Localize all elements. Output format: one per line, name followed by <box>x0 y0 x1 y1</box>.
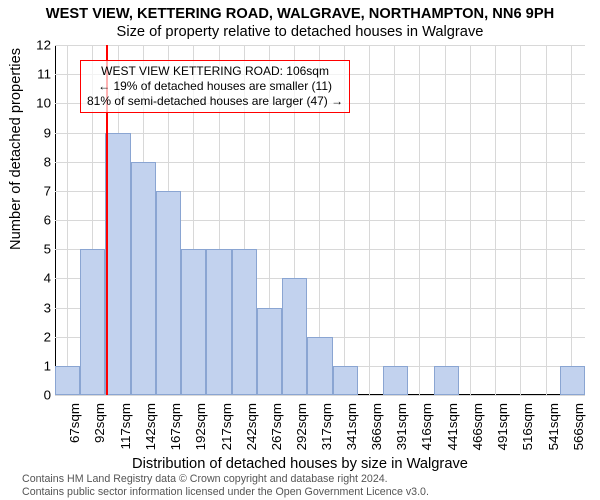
y-tick-label: 8 <box>44 154 51 169</box>
x-tick-label: 541sqm <box>546 403 561 450</box>
histogram-bar <box>257 308 282 396</box>
y-tick-label: 0 <box>44 388 51 403</box>
histogram-bar <box>282 278 307 395</box>
attribution-line-1: Contains HM Land Registry data © Crown c… <box>22 473 429 485</box>
x-tick-label: 117sqm <box>118 403 133 449</box>
y-tick-label: 12 <box>36 38 51 53</box>
info-box: WEST VIEW KETTERING ROAD: 106sqm ← 19% o… <box>80 60 350 113</box>
histogram-bar <box>434 366 459 395</box>
x-tick-label: 67sqm <box>67 403 82 443</box>
x-tick-label: 142sqm <box>143 403 158 450</box>
x-tick-label: 566sqm <box>571 403 586 450</box>
info-line-2: ← 19% of detached houses are smaller (11… <box>87 79 343 94</box>
gridline-v <box>495 45 496 395</box>
attribution: Contains HM Land Registry data © Crown c… <box>22 473 429 498</box>
x-tick-label: 466sqm <box>470 403 485 450</box>
x-tick-label: 416sqm <box>419 403 434 450</box>
gridline-v <box>520 45 521 395</box>
histogram-bar <box>307 337 332 395</box>
histogram-bar <box>156 191 181 395</box>
x-tick-label: 491sqm <box>495 403 510 450</box>
y-tick-label: 9 <box>44 125 51 140</box>
x-tick-label: 217sqm <box>219 403 234 450</box>
histogram-bar <box>333 366 358 395</box>
x-tick-label: 441sqm <box>445 403 460 450</box>
x-tick-label: 391sqm <box>394 403 409 450</box>
gridline-h <box>55 395 585 396</box>
histogram-bar <box>55 366 80 395</box>
chart-container: WEST VIEW, KETTERING ROAD, WALGRAVE, NOR… <box>0 0 600 500</box>
histogram-bar <box>383 366 408 395</box>
x-tick-label: 317sqm <box>319 403 334 450</box>
histogram-bar <box>80 249 105 395</box>
histogram-bar <box>131 162 156 395</box>
plot-area: WEST VIEW KETTERING ROAD: 106sqm ← 19% o… <box>55 45 585 395</box>
info-line-3: 81% of semi-detached houses are larger (… <box>87 94 343 109</box>
x-tick-label: 242sqm <box>244 403 259 450</box>
x-tick-label: 516sqm <box>520 403 535 450</box>
x-tick-label: 292sqm <box>294 403 309 450</box>
gridline-v <box>546 45 547 395</box>
y-tick-label: 3 <box>44 300 51 315</box>
histogram-bar <box>560 366 585 395</box>
y-tick-label: 11 <box>37 67 51 82</box>
y-tick-label: 5 <box>44 242 51 257</box>
histogram-bar <box>181 249 206 395</box>
gridline-v <box>369 45 370 395</box>
gridline-v <box>394 45 395 395</box>
gridline-v <box>419 45 420 395</box>
y-axis-label: Number of detached properties <box>8 48 24 250</box>
y-tick-label: 10 <box>36 96 51 111</box>
info-line-1: WEST VIEW KETTERING ROAD: 106sqm <box>87 64 343 79</box>
x-axis-label: Distribution of detached houses by size … <box>0 456 600 472</box>
y-tick-label: 6 <box>44 213 51 228</box>
x-tick-label: 267sqm <box>269 403 284 450</box>
x-tick-label: 341sqm <box>344 403 359 450</box>
gridline-v <box>445 45 446 395</box>
y-tick-label: 2 <box>44 329 51 344</box>
x-tick-label: 366sqm <box>369 403 384 450</box>
y-tick-label: 7 <box>44 183 51 198</box>
gridline-v <box>470 45 471 395</box>
gridline-v <box>67 45 68 395</box>
chart-title: WEST VIEW, KETTERING ROAD, WALGRAVE, NOR… <box>0 6 600 22</box>
y-tick-label: 1 <box>44 358 51 373</box>
x-tick-label: 92sqm <box>92 403 107 443</box>
x-tick-label: 192sqm <box>193 403 208 450</box>
chart-subtitle: Size of property relative to detached ho… <box>0 24 600 40</box>
histogram-bar <box>105 133 130 396</box>
histogram-bar <box>206 249 231 395</box>
histogram-bar <box>232 249 257 395</box>
y-tick-label: 4 <box>44 271 51 286</box>
gridline-v <box>571 45 572 395</box>
attribution-line-2: Contains public sector information licen… <box>22 486 429 498</box>
x-tick-label: 167sqm <box>168 403 183 450</box>
